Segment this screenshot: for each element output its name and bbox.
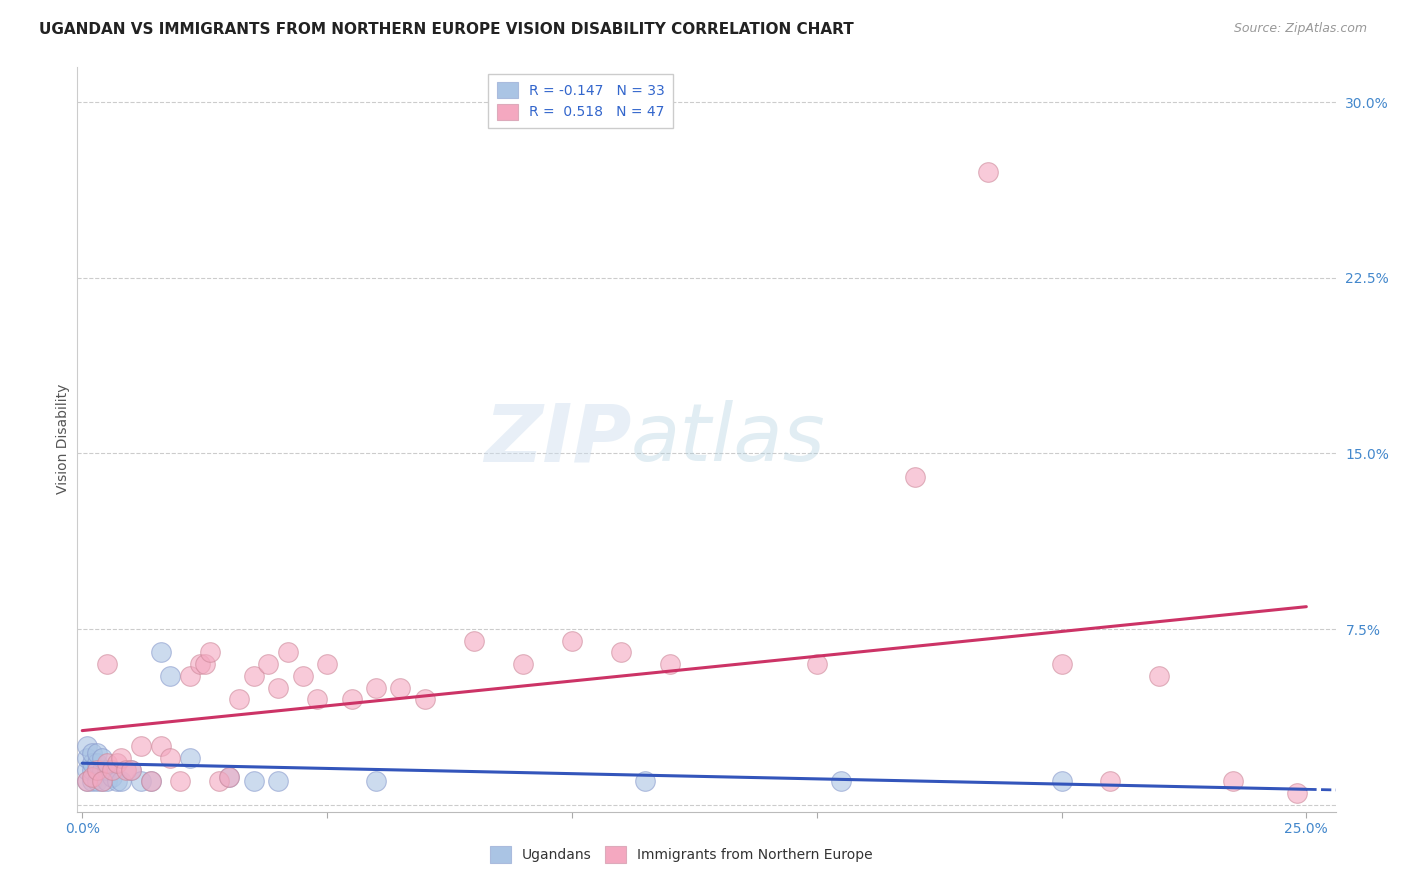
- Point: [194, 657, 217, 672]
- Point: [120, 763, 142, 777]
- Point: [80, 763, 103, 777]
- Point: [86, 756, 108, 770]
- Point: [105, 774, 128, 789]
- Point: [1222, 774, 1244, 789]
- Point: [90, 774, 112, 789]
- Point: [610, 645, 633, 659]
- Point: [105, 756, 128, 770]
- Point: [139, 774, 162, 789]
- Point: [806, 657, 828, 672]
- Point: [90, 763, 112, 777]
- Point: [96, 763, 118, 777]
- Point: [86, 746, 108, 760]
- Point: [100, 770, 122, 784]
- Point: [1285, 786, 1308, 800]
- Point: [80, 770, 103, 784]
- Point: [1149, 669, 1171, 683]
- Point: [208, 774, 231, 789]
- Point: [242, 669, 264, 683]
- Point: [267, 774, 290, 789]
- Point: [149, 645, 172, 659]
- Y-axis label: Vision Disability: Vision Disability: [56, 384, 70, 494]
- Point: [90, 774, 112, 789]
- Text: Source: ZipAtlas.com: Source: ZipAtlas.com: [1233, 22, 1367, 36]
- Point: [179, 751, 201, 765]
- Point: [76, 774, 98, 789]
- Text: UGANDAN VS IMMIGRANTS FROM NORTHERN EUROPE VISION DISABILITY CORRELATION CHART: UGANDAN VS IMMIGRANTS FROM NORTHERN EURO…: [39, 22, 853, 37]
- Point: [159, 751, 181, 765]
- Point: [86, 763, 108, 777]
- Point: [80, 746, 103, 760]
- Point: [120, 763, 142, 777]
- Point: [1099, 774, 1122, 789]
- Point: [218, 770, 240, 784]
- Point: [110, 774, 132, 789]
- Point: [76, 739, 98, 753]
- Text: atlas: atlas: [631, 401, 825, 478]
- Point: [159, 669, 181, 683]
- Point: [277, 645, 299, 659]
- Point: [364, 681, 387, 695]
- Point: [1050, 657, 1073, 672]
- Point: [218, 770, 240, 784]
- Point: [80, 756, 103, 770]
- Point: [257, 657, 280, 672]
- Point: [76, 774, 98, 789]
- Point: [110, 751, 132, 765]
- Point: [76, 751, 98, 765]
- Point: [512, 657, 534, 672]
- Point: [1050, 774, 1073, 789]
- Point: [413, 692, 436, 706]
- Point: [149, 739, 172, 753]
- Point: [389, 681, 412, 695]
- Point: [115, 763, 138, 777]
- Point: [76, 763, 98, 777]
- Point: [86, 774, 108, 789]
- Text: ZIP: ZIP: [484, 401, 631, 478]
- Point: [658, 657, 681, 672]
- Point: [561, 633, 583, 648]
- Point: [316, 657, 339, 672]
- Point: [291, 669, 314, 683]
- Point: [198, 645, 221, 659]
- Point: [179, 669, 201, 683]
- Point: [96, 756, 118, 770]
- Point: [267, 681, 290, 695]
- Point: [463, 633, 485, 648]
- Point: [80, 774, 103, 789]
- Point: [86, 763, 108, 777]
- Point: [129, 774, 152, 789]
- Point: [96, 657, 118, 672]
- Point: [307, 692, 329, 706]
- Point: [139, 774, 162, 789]
- Point: [830, 774, 852, 789]
- Point: [904, 470, 927, 484]
- Point: [228, 692, 250, 706]
- Point: [977, 165, 1000, 179]
- Point: [169, 774, 191, 789]
- Point: [188, 657, 211, 672]
- Point: [242, 774, 264, 789]
- Point: [129, 739, 152, 753]
- Legend: Ugandans, Immigrants from Northern Europe: Ugandans, Immigrants from Northern Europ…: [484, 841, 879, 868]
- Point: [96, 774, 118, 789]
- Point: [90, 751, 112, 765]
- Point: [634, 774, 657, 789]
- Point: [364, 774, 387, 789]
- Point: [340, 692, 363, 706]
- Point: [100, 763, 122, 777]
